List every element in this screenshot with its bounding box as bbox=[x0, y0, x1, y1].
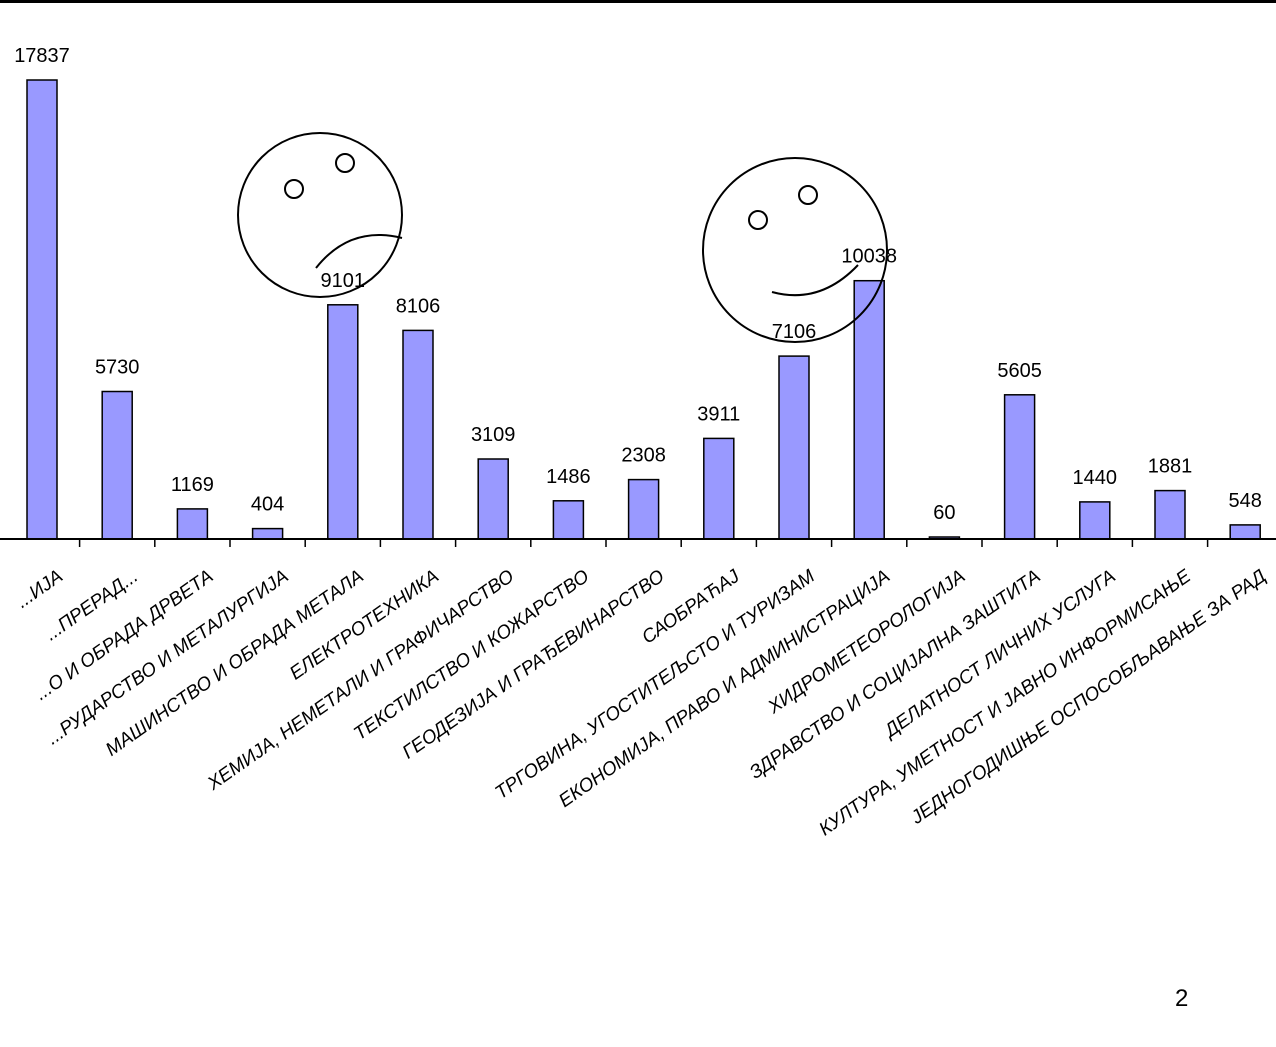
bar bbox=[477, 458, 509, 540]
data-label: 60 bbox=[933, 502, 955, 524]
bar bbox=[26, 79, 58, 540]
bar bbox=[327, 304, 359, 540]
bar bbox=[1229, 524, 1261, 540]
page-number: 2 bbox=[1175, 985, 1189, 1012]
data-label: 8106 bbox=[396, 295, 441, 317]
happy-face-icon bbox=[702, 157, 888, 343]
data-label: 9101 bbox=[321, 270, 366, 292]
data-label: 1486 bbox=[546, 466, 591, 488]
data-label: 404 bbox=[251, 494, 284, 516]
bar bbox=[176, 508, 209, 540]
bar bbox=[251, 527, 284, 540]
data-label: 1881 bbox=[1148, 456, 1193, 478]
bar bbox=[552, 500, 585, 540]
data-label: 2308 bbox=[621, 445, 666, 467]
top-rule bbox=[0, 0, 1276, 3]
bar bbox=[778, 355, 810, 540]
data-label: 17837 bbox=[14, 45, 70, 67]
data-label: 5605 bbox=[997, 360, 1042, 382]
bar bbox=[1154, 489, 1186, 540]
data-label: 5730 bbox=[95, 357, 140, 379]
data-label: 7106 bbox=[772, 321, 817, 343]
data-label: 3911 bbox=[697, 403, 740, 425]
bar bbox=[402, 329, 434, 540]
data-label: 10038 bbox=[841, 246, 897, 268]
bar bbox=[1003, 394, 1036, 540]
tick-label: ...ИЈА bbox=[13, 566, 67, 613]
data-label: 1169 bbox=[171, 474, 214, 496]
data-label: 3109 bbox=[471, 424, 516, 446]
bar bbox=[1079, 501, 1111, 540]
bar bbox=[853, 279, 885, 540]
data-label: 1440 bbox=[1073, 467, 1118, 489]
bar bbox=[627, 478, 660, 540]
bar bbox=[703, 437, 735, 540]
tick-label: ЈЕДНОГОДИШЊЕ ОСПОСОБЉАВАЊЕ ЗА РАД bbox=[907, 566, 1270, 829]
data-label: 548 bbox=[1229, 490, 1262, 512]
bar bbox=[101, 390, 133, 540]
sad-face-icon bbox=[237, 132, 403, 298]
